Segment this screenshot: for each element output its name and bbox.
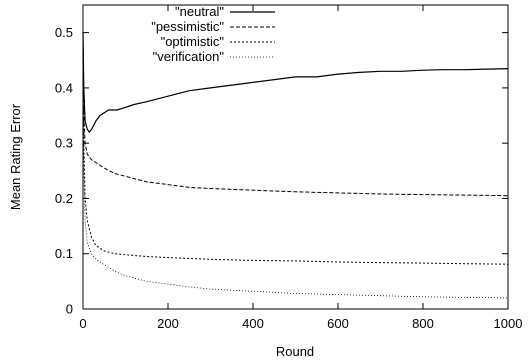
series-line — [82, 32, 509, 134]
legend-label: "verification" — [153, 49, 225, 64]
y-tick-label: 0.5 — [55, 25, 73, 40]
legend-label: "optimistic" — [161, 34, 225, 49]
series-line — [82, 32, 509, 299]
series-line — [82, 32, 509, 197]
y-tick-label: 0.4 — [55, 80, 73, 95]
x-axis-label: Round — [276, 344, 314, 359]
x-tick-label: 600 — [327, 316, 349, 331]
legend-label: "neutral" — [175, 4, 224, 19]
series-lines — [82, 32, 509, 299]
series-line — [82, 32, 509, 265]
plot-frame — [82, 4, 509, 310]
y-tick-label: 0.1 — [55, 246, 73, 261]
axis-tick-labels: 0 200 400 600 800 1000 0 0.1 0.2 0.3 0.4 0.5 — [55, 25, 523, 331]
x-tick-label: 0 — [79, 316, 86, 331]
x-tick-label: 800 — [412, 316, 434, 331]
y-tick-label: 0.3 — [55, 136, 73, 151]
y-axis-label: Mean Rating Error — [8, 103, 23, 210]
x-tick-label: 400 — [242, 316, 264, 331]
legend-label: "pessimistic" — [151, 19, 224, 34]
y-tick-label: 0.2 — [55, 191, 73, 206]
y-tick-label: 0 — [66, 302, 73, 317]
axis-ticks — [82, 5, 509, 310]
x-tick-label: 200 — [157, 316, 179, 331]
x-tick-label: 1000 — [494, 316, 523, 331]
legend: "neutral""pessimistic""optimistic""verif… — [151, 4, 275, 64]
